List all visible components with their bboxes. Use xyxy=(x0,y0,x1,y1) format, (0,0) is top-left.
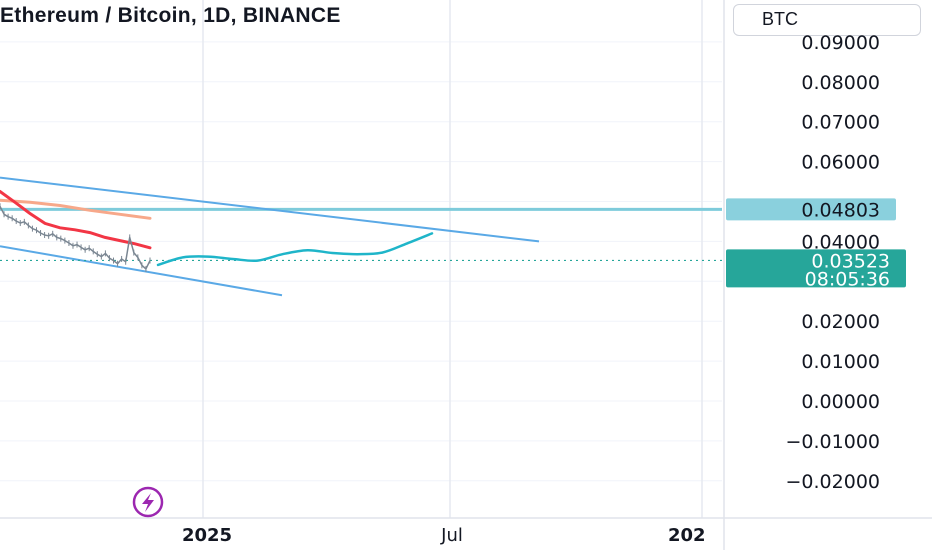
last-price-badge[interactable] xyxy=(726,249,906,288)
last-price-text: 0.03523 xyxy=(811,250,890,272)
price-tick-label: 0.07000 xyxy=(801,112,880,134)
level-price-text: 0.04803 xyxy=(801,199,880,221)
countdown-text: 08:05:36 xyxy=(805,268,890,290)
price-series-line xyxy=(0,205,151,270)
price-tick-label: 0.09000 xyxy=(801,32,880,54)
grid-layer xyxy=(0,0,722,518)
ma-slow-line xyxy=(0,198,152,220)
channel-lower-line xyxy=(0,245,283,297)
series-layer xyxy=(0,190,434,272)
lightning-bolt-icon[interactable] xyxy=(132,486,164,518)
bolt-icon-glyph xyxy=(142,493,154,512)
price-tick-label: 0.04000 xyxy=(801,231,880,253)
time-tick-label: Jul xyxy=(440,525,463,546)
price-tick-label: 0.00000 xyxy=(801,391,880,413)
projection-curve xyxy=(156,232,434,267)
time-tick-label: 202 xyxy=(668,525,706,546)
price-tick-label: −0.01000 xyxy=(786,431,881,453)
level-price-badge xyxy=(726,198,896,221)
ma-fast-line xyxy=(0,190,152,250)
icon-layer xyxy=(132,486,164,518)
symbol-title[interactable]: Ethereum / Bitcoin, 1D, BINANCE xyxy=(0,4,341,27)
price-tick-label: −0.02000 xyxy=(786,471,881,493)
price-tick-label: 0.02000 xyxy=(801,311,880,333)
time-tick-label: 2025 xyxy=(182,525,232,546)
price-tick-label: 0.01000 xyxy=(801,351,880,373)
currency-button[interactable]: BTC xyxy=(733,4,921,36)
drawing-layer xyxy=(0,176,722,297)
price-tick-label: 0.08000 xyxy=(801,72,880,94)
channel-upper-line xyxy=(0,176,540,243)
price-tick-label: 0.06000 xyxy=(801,152,880,174)
